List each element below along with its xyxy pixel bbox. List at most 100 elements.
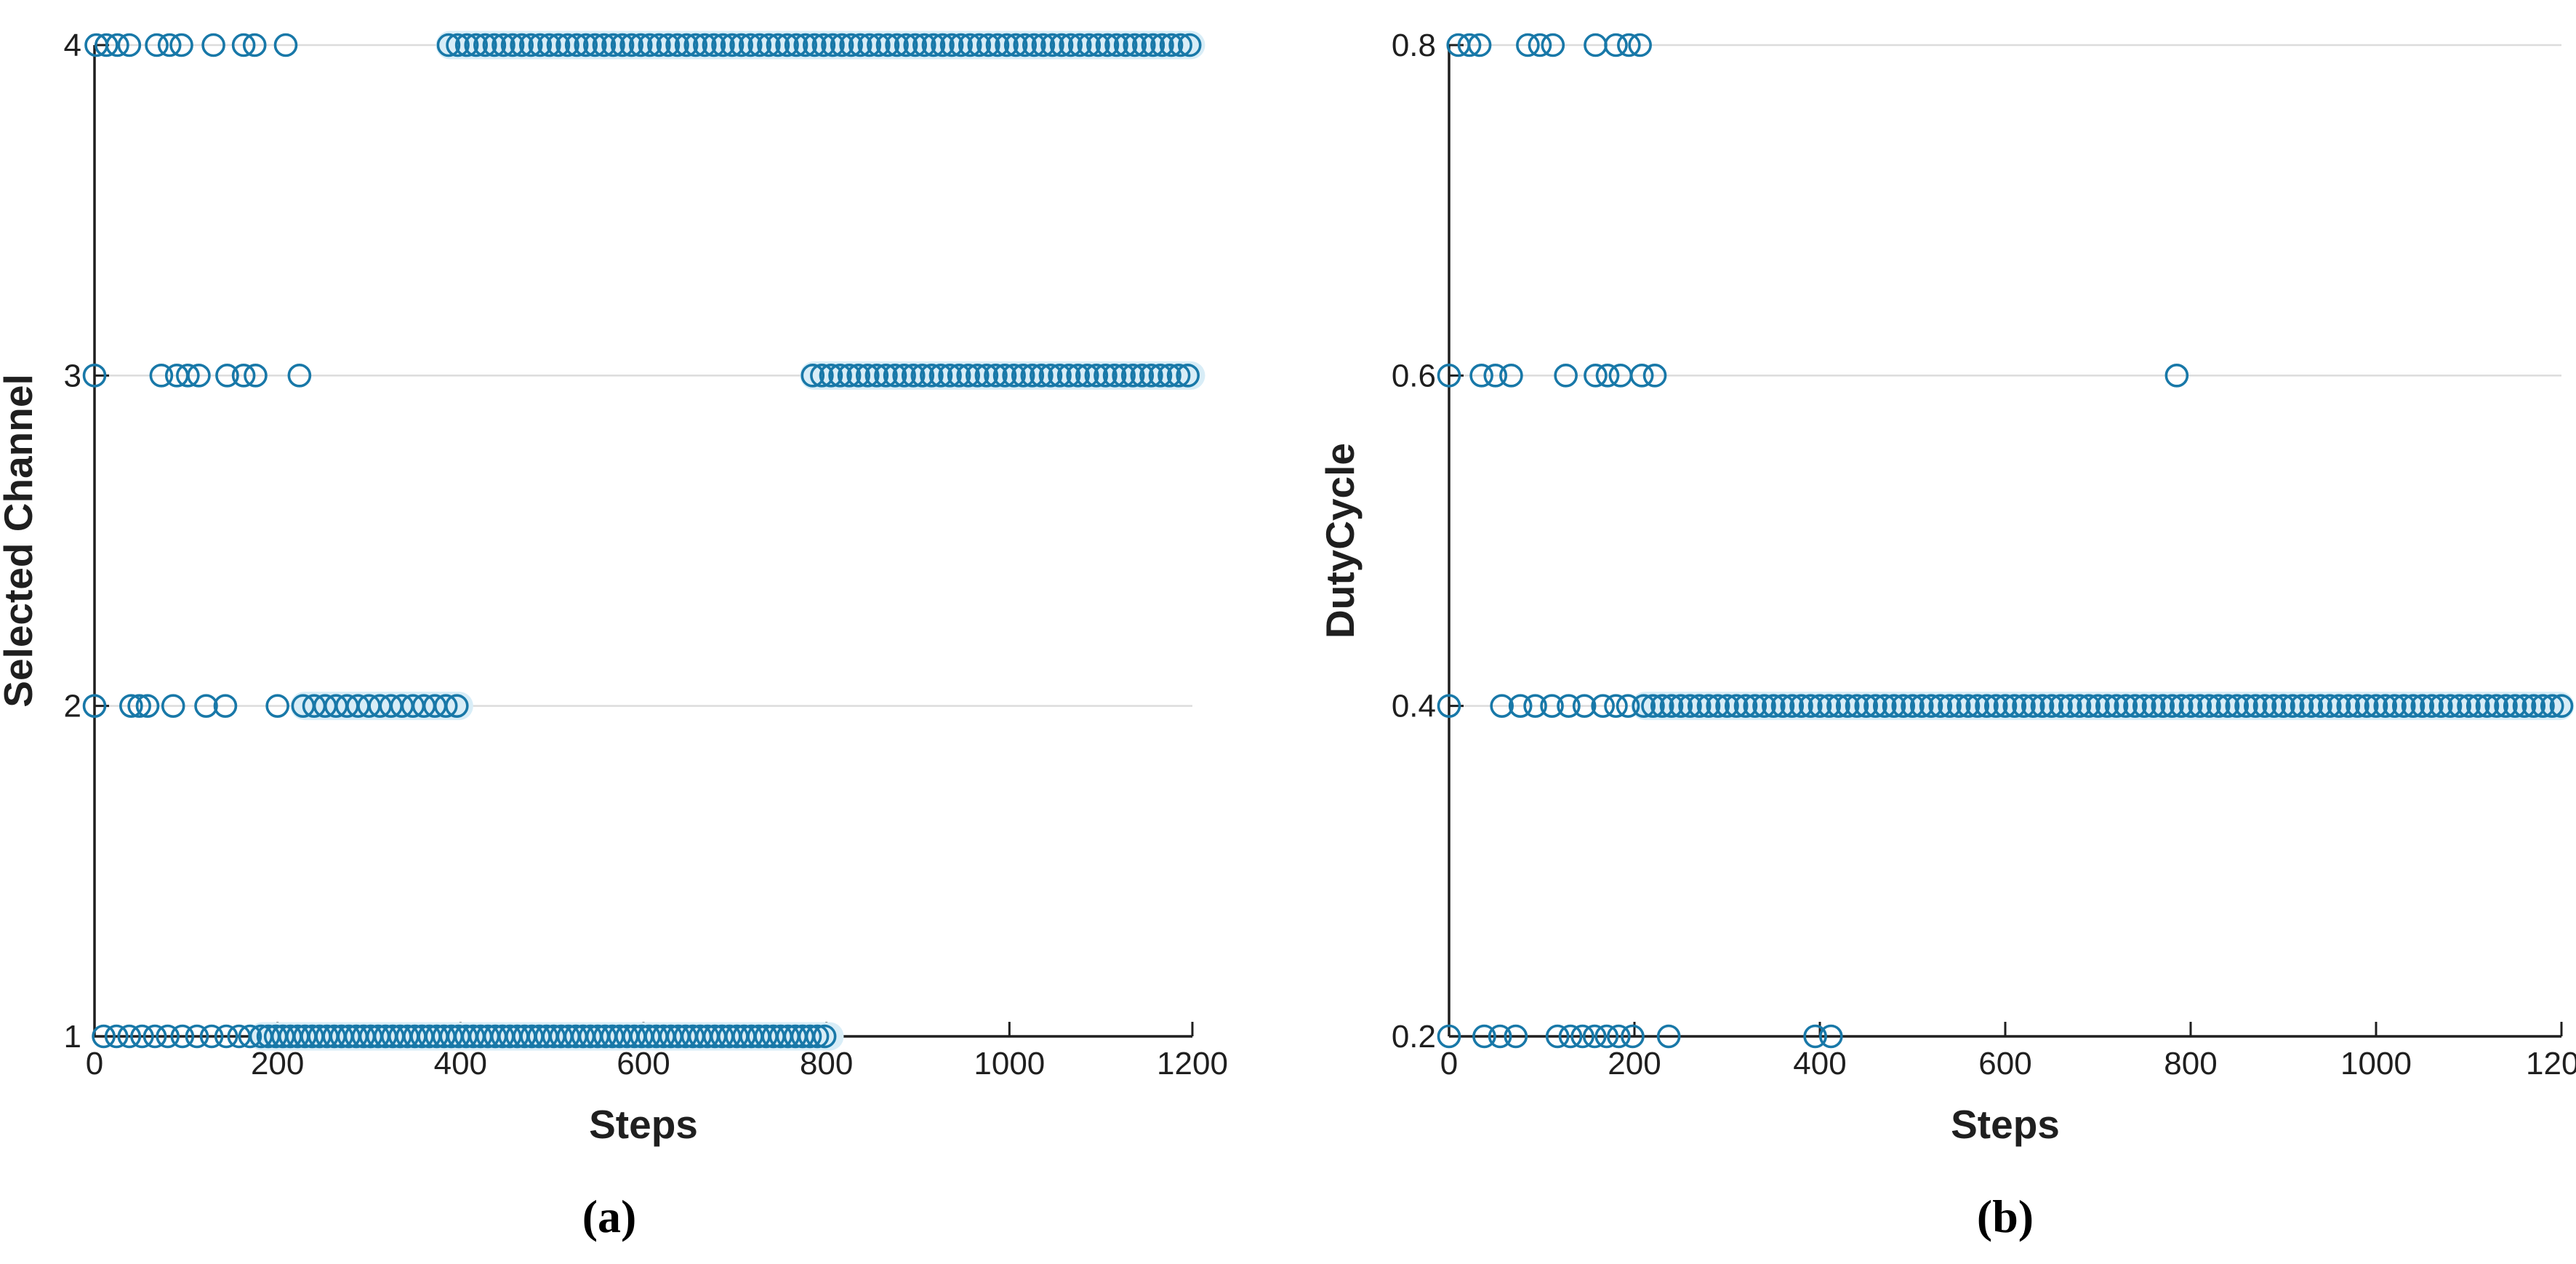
data-point-marker (1854, 694, 1879, 718)
data-point-marker (848, 33, 872, 57)
data-point-marker (1168, 33, 1192, 57)
data-point-marker (1516, 33, 1540, 57)
data-point-marker (1523, 694, 1547, 718)
y-tick-label: 3 (64, 358, 81, 393)
data-point-marker (995, 33, 1019, 57)
data-point-marker (1798, 694, 1823, 718)
data-point-marker (1030, 364, 1054, 388)
data-point-marker (1819, 1024, 1843, 1049)
data-point-marker (2364, 694, 2388, 718)
data-point-marker (1752, 694, 1776, 718)
data-point-marker (928, 364, 953, 388)
data-point-marker (1557, 694, 1581, 718)
data-point-marker (1632, 694, 1656, 718)
data-point-marker (775, 33, 799, 57)
y-tick-label: 1 (64, 1019, 81, 1055)
data-point-marker (1594, 1024, 1619, 1049)
data-point-marker (1123, 33, 1147, 57)
data-point-marker (2420, 694, 2444, 718)
data-point-marker (592, 33, 617, 57)
data-point-marker (2447, 694, 2472, 718)
data-point-marker (812, 1024, 837, 1049)
data-point-marker (1490, 694, 1514, 718)
data-point-marker (1558, 1024, 1583, 1049)
data-point-marker (95, 33, 119, 57)
x-tick-label: 1000 (974, 1046, 1045, 1081)
data-point-marker (1872, 694, 1897, 718)
x-tick-label: 0 (86, 1046, 103, 1081)
data-point-marker (883, 364, 907, 388)
data-point-marker (729, 33, 753, 57)
data-point-marker (2104, 694, 2129, 718)
data-point-marker (2475, 694, 2500, 718)
data-point-marker (1604, 33, 1628, 57)
data-point-marker (956, 364, 981, 388)
data-point-marker (2438, 694, 2463, 718)
data-point-marker (1104, 33, 1128, 57)
data-point-marker (801, 364, 825, 388)
data-point-marker (1504, 1024, 1528, 1049)
caption-a: (a) (582, 1191, 637, 1242)
data-point-marker (1733, 694, 1758, 718)
data-point-marker (2346, 694, 2370, 718)
data-point-marker (1086, 33, 1110, 57)
y-tick-label: 2 (64, 689, 81, 724)
data-point-marker (920, 364, 944, 388)
data-point-marker (2197, 694, 2221, 718)
data-point-marker (1457, 33, 1482, 57)
data-point-marker (2215, 694, 2240, 718)
data-point-marker (2290, 694, 2314, 718)
data-point-marker (1048, 364, 1072, 388)
data-point-marker (1141, 33, 1165, 57)
data-point-marker (2494, 694, 2518, 718)
data-point-marker (2169, 694, 2194, 718)
data-point-marker (1835, 694, 1860, 718)
data-point-marker (2077, 694, 2101, 718)
data-point-marker (992, 364, 1017, 388)
data-point-marker (2049, 694, 2073, 718)
data-point-marker (170, 1024, 195, 1049)
data-point-marker (912, 33, 936, 57)
data-point-marker (1056, 364, 1081, 388)
data-point-marker (2391, 694, 2416, 718)
data-point-marker (974, 364, 999, 388)
data-point-marker (105, 33, 129, 57)
data-point-marker (839, 33, 863, 57)
data-point-marker (903, 33, 928, 57)
x-tick-label: 800 (2164, 1046, 2217, 1081)
data-point-marker (130, 1024, 154, 1049)
data-point-marker (1059, 33, 1083, 57)
data-point-marker (135, 694, 160, 718)
data-point-marker (793, 33, 818, 57)
data-point-marker (610, 33, 635, 57)
data-point-marker (1066, 364, 1091, 388)
data-point-marker (446, 33, 470, 57)
data-point-marker (161, 694, 185, 718)
data-point-marker (1621, 1024, 1645, 1049)
x-tick-label: 1200 (2526, 1046, 2576, 1081)
data-point-marker (187, 364, 211, 388)
data-point-marker (1067, 33, 1092, 57)
data-point-marker (1817, 694, 1842, 718)
data-point-marker (1112, 364, 1136, 388)
data-point-marker (2531, 694, 2555, 718)
data-point-marker (1983, 694, 2008, 718)
data-point-marker (619, 33, 643, 57)
data-point-marker (1040, 33, 1064, 57)
data-point-marker (1176, 364, 1200, 388)
data-point-marker (104, 1024, 129, 1049)
data-point-marker (1540, 694, 1564, 718)
data-point-marker (656, 33, 681, 57)
data-point-marker (213, 694, 238, 718)
data-point-marker (1761, 694, 1786, 718)
data-point-marker (1696, 694, 1721, 718)
data-point-marker (1656, 1024, 1681, 1049)
data-point-marker (117, 1024, 142, 1049)
data-point-marker (1641, 694, 1665, 718)
data-point-marker (1545, 1024, 1570, 1049)
data-point-marker (92, 1024, 116, 1049)
data-point-marker (555, 33, 579, 57)
data-point-marker (2002, 694, 2027, 718)
data-point-marker (2178, 694, 2203, 718)
